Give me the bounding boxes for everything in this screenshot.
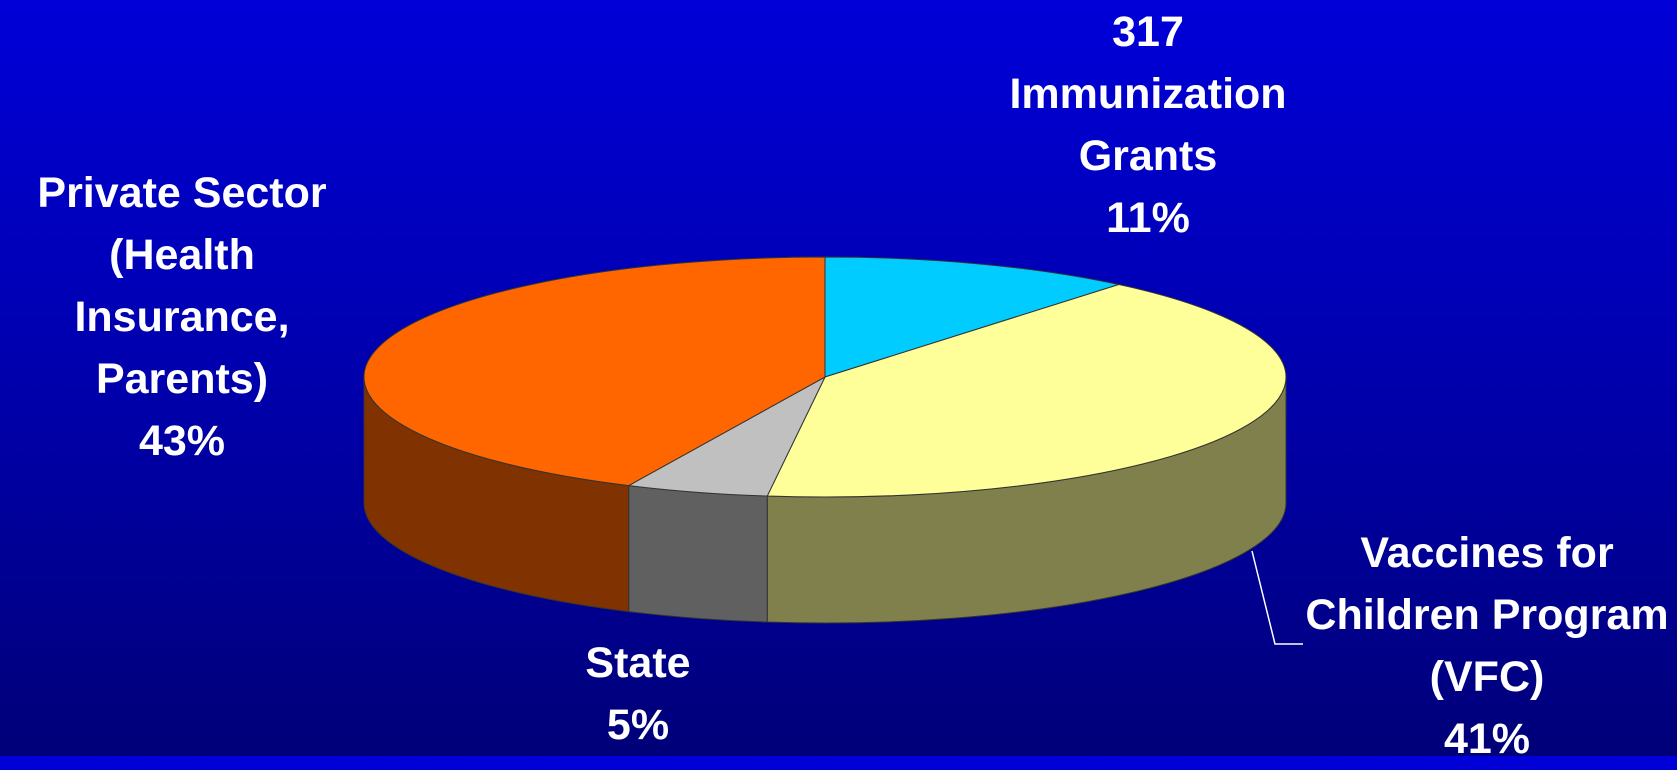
leader-line [1251, 550, 1303, 645]
slice-label: Vaccines for Children Program (VFC) 41% [1302, 522, 1672, 770]
value-label: 43% [138, 417, 226, 465]
category-label: 317 Immunization Grants [1009, 8, 1287, 180]
category-label: Vaccines for Children Program (VFC) [1305, 529, 1669, 701]
slice-label: State 5% [538, 632, 738, 756]
slice [363, 256, 826, 487]
slice-label: Private Sector (Health Insurance, Parent… [7, 162, 357, 472]
slice [824, 256, 1121, 378]
value-label: 41% [1443, 715, 1531, 763]
slice-side [628, 485, 768, 623]
slice-label: 317 Immunization Grants 11% [978, 1, 1318, 249]
value-label: 11% [1106, 194, 1190, 242]
value-label: 5% [606, 701, 670, 749]
category-label: State [585, 639, 691, 687]
slice [627, 375, 827, 497]
category-label: Private Sector (Health Insurance, Parent… [37, 169, 327, 403]
slice [766, 284, 1287, 498]
